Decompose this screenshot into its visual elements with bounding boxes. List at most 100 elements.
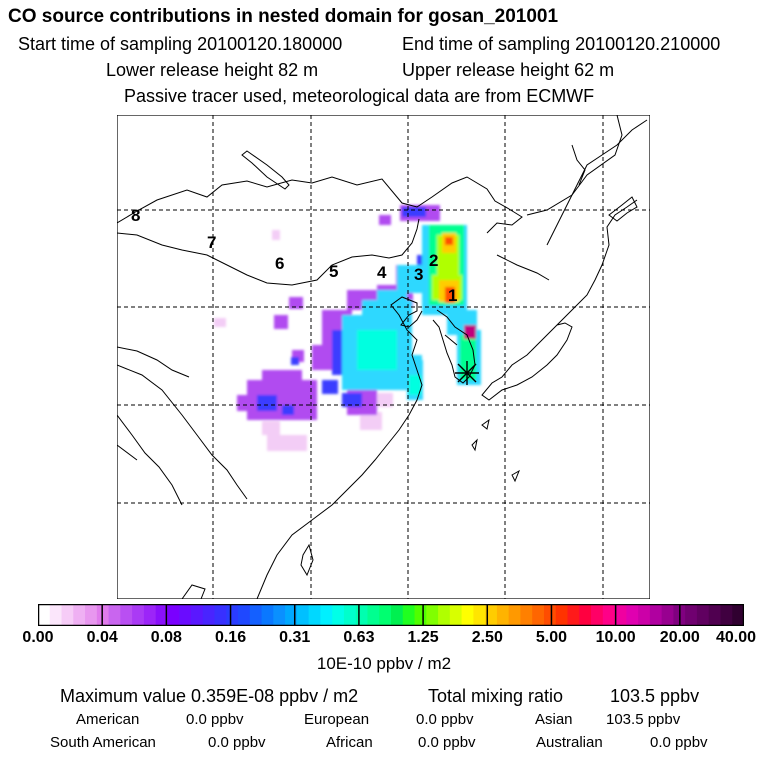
graticule xyxy=(117,115,650,599)
asian-label: Asian xyxy=(535,711,573,728)
colorbar-cell xyxy=(296,604,310,626)
colorbar-cell xyxy=(591,604,604,626)
colorbar-tick-label: 0.63 xyxy=(343,629,375,646)
colorbar-cell xyxy=(38,604,51,626)
contribution-field xyxy=(214,205,481,451)
colorbar-tick-label: 2.50 xyxy=(471,629,503,646)
colorbar-cell xyxy=(85,604,98,626)
colorbar-cell xyxy=(555,604,569,626)
plot-title: CO source contributions in nested domain… xyxy=(8,6,559,27)
colorbar-cell xyxy=(449,604,463,626)
source-contribution-map: 1 2 3 4 5 6 7 8 xyxy=(117,115,650,599)
colorbar-cell xyxy=(214,604,227,626)
colorbar-cell xyxy=(508,604,522,626)
colorbar-cell xyxy=(167,604,180,626)
colorbar-cell xyxy=(414,604,427,626)
american-value: 0.0 ppbv xyxy=(186,711,244,728)
colorbar-tick-label: 5.00 xyxy=(535,629,568,646)
colorbar-cell xyxy=(661,604,674,626)
colorbar-cell xyxy=(285,604,298,626)
colorbar-cell xyxy=(579,604,592,626)
european-value: 0.0 ppbv xyxy=(416,711,474,728)
colorbar-cell xyxy=(355,604,369,626)
colorbar-cell xyxy=(520,604,533,626)
asian-value: 103.5 ppbv xyxy=(606,711,681,728)
colorbar-cell xyxy=(108,604,121,626)
colorbar-cell xyxy=(567,604,580,626)
colorbar-cell xyxy=(155,604,169,626)
colorbar-cell xyxy=(320,604,333,626)
colorbar-cell xyxy=(308,604,321,626)
colorbar xyxy=(38,604,744,626)
south-american-label: South American xyxy=(50,734,156,751)
colorbar-cell xyxy=(332,604,345,626)
colorbar-cell xyxy=(238,604,251,626)
track-number-1: 1 xyxy=(448,286,457,305)
colorbar-cell xyxy=(532,604,545,626)
colorbar-cell xyxy=(543,604,557,626)
end-time-label: End time of sampling 20100120.210000 xyxy=(402,34,721,54)
info-line: Passive tracer used, meteorological data… xyxy=(124,86,595,106)
colorbar-unit: 10E-10 ppbv / m2 xyxy=(316,654,452,673)
colorbar-tick-label: 0.04 xyxy=(86,629,118,646)
colorbar-cell xyxy=(202,604,216,626)
asterisk-marker xyxy=(455,361,479,385)
track-number-5: 5 xyxy=(329,262,338,281)
colorbar-tick-label: 40.00 xyxy=(715,629,757,646)
colorbar-cell xyxy=(61,604,74,626)
colorbar-cell xyxy=(485,604,498,626)
colorbar-cell xyxy=(426,604,439,626)
colorbar-cell xyxy=(720,604,733,626)
colorbar-cell xyxy=(649,604,663,626)
colorbar-tick-label: 0.08 xyxy=(150,629,182,646)
colorbar-cell xyxy=(602,604,616,626)
colorbar-cell xyxy=(132,604,145,626)
track-number-4: 4 xyxy=(377,263,387,282)
colorbar-tick-label: 0.16 xyxy=(214,629,247,646)
colorbar-cell xyxy=(261,604,274,626)
colorbar-cell xyxy=(226,604,239,626)
total-mixing-value: 103.5 ppbv xyxy=(610,686,700,706)
american-label: American xyxy=(76,711,140,728)
colorbar-cell xyxy=(732,604,744,626)
australian-value: 0.0 ppbv xyxy=(650,734,708,751)
coastlines xyxy=(117,115,648,599)
max-value-label: Maximum value 0.359E-08 ppbv / m2 xyxy=(60,686,359,706)
colorbar-cell xyxy=(367,604,380,626)
track-number-6: 6 xyxy=(275,254,284,273)
colorbar-cell xyxy=(626,604,639,626)
lower-release-label: Lower release height 82 m xyxy=(106,60,319,80)
track-number-7: 7 xyxy=(207,233,216,252)
european-label: European xyxy=(304,711,370,728)
track-number-2: 2 xyxy=(429,251,438,270)
african-label: African xyxy=(326,734,373,751)
colorbar-cell xyxy=(343,604,357,626)
colorbar-tick-label: 20.00 xyxy=(659,629,700,646)
colorbar-cell xyxy=(49,604,63,626)
colorbar-cell xyxy=(273,604,286,626)
colorbar-cell xyxy=(96,604,110,626)
start-time-label: Start time of sampling 20100120.180000 xyxy=(18,34,343,54)
colorbar-cell xyxy=(461,604,474,626)
colorbar-cell xyxy=(685,604,698,626)
colorbar-cell xyxy=(143,604,157,626)
colorbar-tick-label: 10.00 xyxy=(595,629,636,646)
colorbar-cell xyxy=(438,604,451,626)
colorbar-cell xyxy=(391,604,404,626)
colorbar-cell xyxy=(120,604,133,626)
colorbar-cell xyxy=(473,604,486,626)
colorbar-cell xyxy=(190,604,204,626)
track-number-8: 8 xyxy=(131,206,140,225)
track-number-3: 3 xyxy=(414,265,423,284)
colorbar-tick-label: 1.25 xyxy=(407,629,439,646)
african-value: 0.0 ppbv xyxy=(418,734,476,751)
australian-label: Australian xyxy=(536,734,603,751)
colorbar-cell xyxy=(179,604,192,626)
colorbar-tick-label: 0.31 xyxy=(279,629,311,646)
colorbar-cell xyxy=(614,604,627,626)
south-american-value: 0.0 ppbv xyxy=(208,734,266,751)
colorbar-cell xyxy=(379,604,392,626)
colorbar-tick-label: 0.00 xyxy=(22,629,54,646)
colorbar-cell xyxy=(696,604,710,626)
upper-release-label: Upper release height 62 m xyxy=(402,60,615,80)
